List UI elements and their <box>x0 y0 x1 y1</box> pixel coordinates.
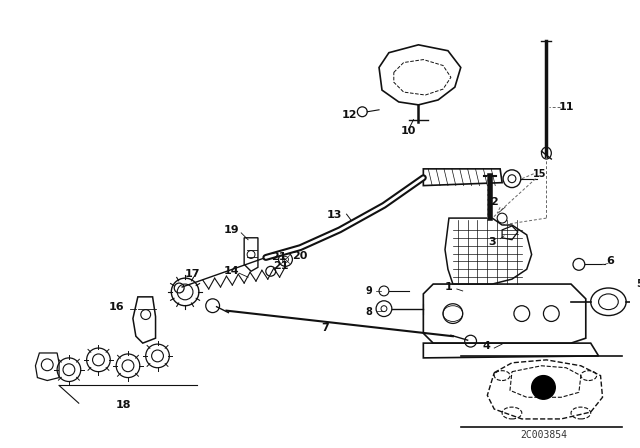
Text: 16: 16 <box>108 302 124 312</box>
Text: 8: 8 <box>365 306 372 317</box>
Text: 2C003854: 2C003854 <box>520 430 567 439</box>
Text: 13: 13 <box>327 210 342 220</box>
Text: 14: 14 <box>223 266 239 276</box>
Text: 4: 4 <box>483 341 490 351</box>
Text: 6: 6 <box>607 256 614 267</box>
Text: 1: 1 <box>445 282 453 292</box>
Text: 21: 21 <box>273 261 289 271</box>
Text: 5: 5 <box>636 279 640 289</box>
Circle shape <box>532 375 556 399</box>
Text: 17: 17 <box>184 269 200 279</box>
Text: 19: 19 <box>223 225 239 235</box>
Text: 10: 10 <box>401 126 416 137</box>
Text: 11: 11 <box>558 102 574 112</box>
Text: 20: 20 <box>292 251 308 262</box>
Text: 3: 3 <box>488 237 496 247</box>
Text: 15: 15 <box>532 169 547 179</box>
Text: 9: 9 <box>366 286 372 296</box>
Text: 21: 21 <box>271 253 286 263</box>
Text: 2: 2 <box>490 197 498 207</box>
Circle shape <box>508 175 516 183</box>
Text: 12: 12 <box>342 110 357 120</box>
Text: 18: 18 <box>115 400 131 410</box>
Text: 7: 7 <box>321 323 329 333</box>
